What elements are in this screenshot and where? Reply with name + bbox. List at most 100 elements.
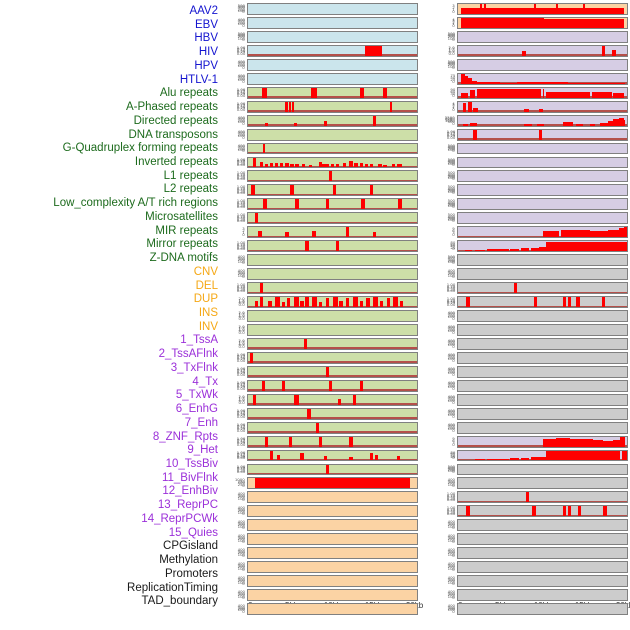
data-bar (288, 101, 292, 112)
y-tick-label: 0.5 (238, 398, 245, 404)
y-tick-label: 0.25 (236, 412, 245, 417)
y-tick-label: 1.00 (236, 170, 245, 176)
y-tick-label: 0.50 (236, 285, 245, 290)
y-tick-label: 0.50 (236, 438, 245, 444)
track-baseline (458, 291, 627, 294)
y-tick-label: 0.25 (236, 175, 245, 180)
y-tick-label: 400 (447, 407, 455, 413)
y-tick-label: 300 (447, 187, 455, 192)
track-left: 400 300 200 100 0 (222, 532, 418, 546)
track-plot-area (457, 3, 628, 15)
y-tick-label: 400 (447, 421, 455, 427)
track-left: 400 300 200 100 0 (222, 72, 418, 86)
track-label: HPV (194, 59, 218, 72)
track-label: 13_ReprPC (157, 499, 218, 512)
track-plot-area (247, 407, 418, 420)
y-tick-label: 300 (237, 60, 245, 66)
data-bar (369, 164, 374, 168)
y-tick-label: 200 (447, 396, 455, 402)
track-label: Promoters (164, 567, 218, 580)
y-tick-label: 200 (237, 145, 245, 151)
y-tick-label: 1.5 (238, 395, 245, 401)
data-bar (293, 297, 299, 307)
track-baseline (248, 180, 417, 182)
y-tick-label: 100 (237, 551, 245, 557)
track-left: 400 300 200 100 0 (222, 574, 418, 588)
data-bar (517, 82, 538, 84)
data-bar (369, 185, 374, 196)
data-bar (510, 248, 519, 252)
track-left: 2.0 1.5 1.0 0.5 0.0 (222, 295, 418, 309)
y-tick-label: 0.75 (446, 130, 455, 135)
track-left: 1.00 0.75 0.50 0.25 0.00 (222, 239, 418, 253)
data-bar (396, 455, 401, 461)
y-tick-label: 0.00 (446, 302, 455, 307)
y-tick-label: 0.75 (236, 46, 245, 52)
y-tick-label: 200 (237, 62, 245, 67)
data-bar (291, 101, 294, 112)
data-bar (603, 440, 614, 447)
data-bar (286, 298, 291, 307)
y-tick-label: 300 (237, 562, 245, 568)
y-tick-label: 400 (447, 547, 455, 553)
track-plot-area (457, 128, 628, 141)
y-axis-ticks: 400 300 200 100 0 (432, 518, 456, 532)
data-bar (522, 50, 527, 56)
y-axis-ticks: 500 400 300 200 100 0 (432, 58, 456, 72)
track-plot-area (247, 519, 418, 532)
track-label: 14_ReprPCWk (141, 512, 218, 525)
y-tick-label: 500 (237, 3, 245, 8)
y-tick-label: 0.75 (236, 437, 245, 442)
data-bar (542, 231, 560, 238)
y-tick-label: 200 (447, 355, 455, 360)
data-bar (325, 199, 330, 210)
track-right: 400 300 200 100 0 (432, 267, 628, 281)
y-tick-label: 1.00 (236, 435, 245, 441)
track-plot-area (457, 156, 628, 169)
y-tick-label: 0 (452, 23, 455, 28)
track-left: 400 300 200 100 0 (222, 142, 418, 156)
y-tick-label: 0.25 (236, 440, 245, 445)
y-tick-label: 200 (447, 592, 455, 597)
data-bar (562, 122, 573, 126)
data-bar (295, 199, 299, 210)
track-label: ReplicationTiming (127, 581, 218, 594)
y-tick-label: 400 (447, 60, 455, 65)
data-bar (290, 185, 294, 196)
y-tick-label: 0.75 (446, 507, 455, 512)
data-bar (253, 394, 257, 405)
y-tick-label: 0.75 (236, 200, 245, 205)
y-tick-label: 0 (452, 358, 455, 363)
data-bar (542, 88, 545, 98)
y-tick-label: 500 (447, 59, 455, 64)
data-bar (584, 82, 606, 84)
track-plot-area (457, 505, 628, 518)
y-axis-ticks: 1.00 0.75 0.50 0.25 0.00 (222, 407, 246, 421)
data-bar (466, 297, 470, 307)
track-plot-area (247, 351, 418, 364)
track-label: 11_BivFlnk (161, 471, 218, 484)
data-bar (389, 101, 393, 112)
track-left: 1.00 0.75 0.50 0.25 0.00 (222, 44, 418, 58)
y-tick-label: 200 (447, 216, 455, 221)
data-bar (469, 90, 475, 98)
data-bar (484, 4, 487, 14)
track-plot-area (457, 477, 628, 490)
y-tick-label: 0 (452, 553, 455, 559)
data-bar (281, 301, 286, 307)
track-right: 500 400 300 200 100 0 (432, 197, 628, 211)
y-tick-label: 0 (242, 595, 245, 600)
y-tick-label: 400 (447, 477, 455, 483)
y-tick-label: 0.00 (446, 288, 455, 293)
track-label: 7_Enh (184, 416, 218, 429)
y-tick-label: 300 (447, 576, 455, 582)
track-left: 1.00 0.75 0.50 0.25 0.00 (222, 211, 418, 225)
y-tick-label: 0.5 (238, 300, 245, 306)
data-bar (312, 297, 318, 307)
y-axis-ticks: 400 300 200 100 0 (432, 309, 456, 323)
y-tick-label: 300 (447, 423, 455, 428)
y-axis-ticks: 400 300 200 100 0 (432, 602, 456, 616)
y-tick-label: 1000 (235, 477, 245, 483)
